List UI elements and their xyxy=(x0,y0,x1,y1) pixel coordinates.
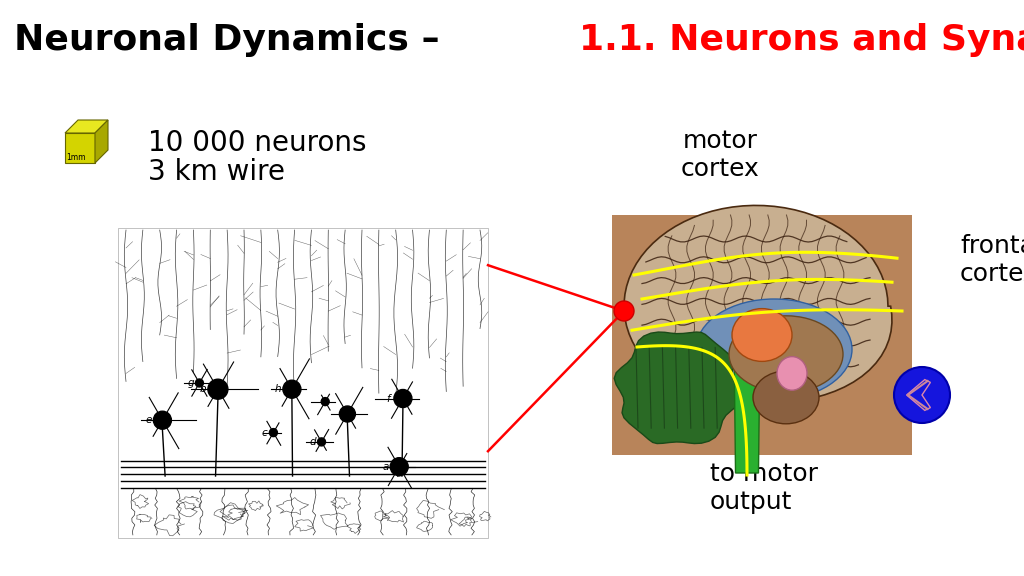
Text: 1mm: 1mm xyxy=(66,153,85,162)
Ellipse shape xyxy=(729,316,843,393)
Text: g: g xyxy=(187,378,194,388)
Text: d: d xyxy=(309,437,316,447)
Circle shape xyxy=(154,411,171,429)
Ellipse shape xyxy=(753,371,819,424)
Circle shape xyxy=(208,379,228,399)
Text: e: e xyxy=(145,415,152,425)
Ellipse shape xyxy=(732,309,792,361)
Text: frontal
cortex: frontal cortex xyxy=(961,234,1024,286)
Circle shape xyxy=(894,367,950,423)
Circle shape xyxy=(269,429,278,437)
Text: b: b xyxy=(200,384,207,394)
Polygon shape xyxy=(614,332,741,444)
Circle shape xyxy=(196,379,204,387)
Circle shape xyxy=(339,406,355,422)
Polygon shape xyxy=(95,120,108,163)
Circle shape xyxy=(614,301,634,321)
Polygon shape xyxy=(624,206,892,407)
Text: h: h xyxy=(274,384,282,394)
Text: 10 000 neurons: 10 000 neurons xyxy=(148,129,367,157)
Text: f: f xyxy=(386,393,389,404)
Ellipse shape xyxy=(696,299,852,400)
Circle shape xyxy=(283,380,301,398)
Polygon shape xyxy=(65,133,95,163)
Circle shape xyxy=(390,458,409,476)
Polygon shape xyxy=(734,364,760,473)
Ellipse shape xyxy=(777,357,807,390)
Text: motor
cortex: motor cortex xyxy=(681,129,760,181)
Text: Neuronal Dynamics –: Neuronal Dynamics – xyxy=(14,23,453,57)
Circle shape xyxy=(394,389,412,407)
FancyBboxPatch shape xyxy=(118,228,488,538)
Text: a: a xyxy=(382,462,388,472)
Polygon shape xyxy=(65,120,108,133)
Text: 3 km wire: 3 km wire xyxy=(148,158,285,186)
Text: to motor
output: to motor output xyxy=(710,462,818,514)
Text: c: c xyxy=(261,427,267,438)
Circle shape xyxy=(317,438,326,446)
FancyBboxPatch shape xyxy=(612,215,912,455)
Circle shape xyxy=(322,397,329,406)
Polygon shape xyxy=(906,380,931,410)
Text: 1.1. Neurons and Synapses/Overview: 1.1. Neurons and Synapses/Overview xyxy=(580,23,1024,57)
